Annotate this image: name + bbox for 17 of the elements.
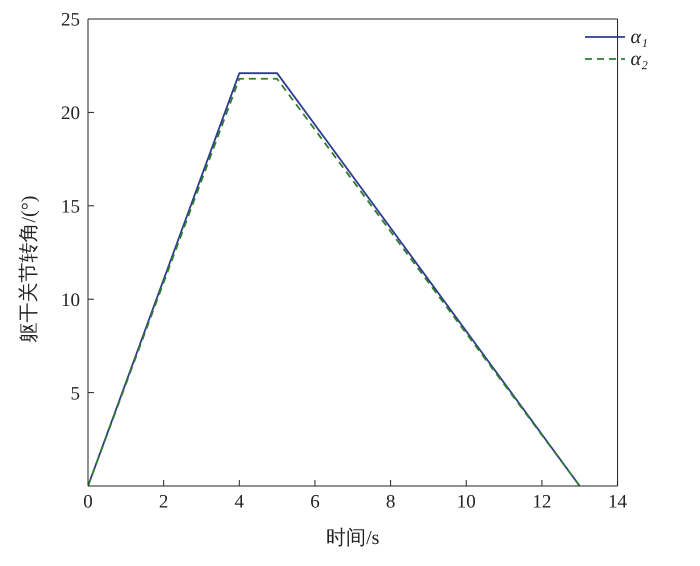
x-tick-label: 4 (234, 491, 245, 512)
y-tick-label: 5 (70, 383, 80, 404)
x-tick-label: 10 (456, 491, 476, 512)
y-tick-label: 10 (61, 290, 80, 311)
y-tick-label: 15 (61, 196, 80, 218)
y-tick-label: 20 (61, 103, 80, 124)
x-tick-label: 14 (608, 491, 628, 512)
y-tick-label: 25 (61, 10, 80, 31)
y-axis-title: 躯干关节转角/(°) (18, 196, 40, 342)
legend-label: α₁ (630, 26, 648, 48)
legend-label: α₂ (630, 48, 648, 70)
x-tick-label: 12 (532, 491, 552, 512)
x-tick-label: 2 (158, 491, 168, 512)
x-tick-label: 6 (310, 491, 320, 512)
x-tick-label: 0 (83, 491, 93, 512)
x-tick-label: 8 (386, 491, 396, 512)
x-axis-title: 时间/s (326, 527, 380, 549)
